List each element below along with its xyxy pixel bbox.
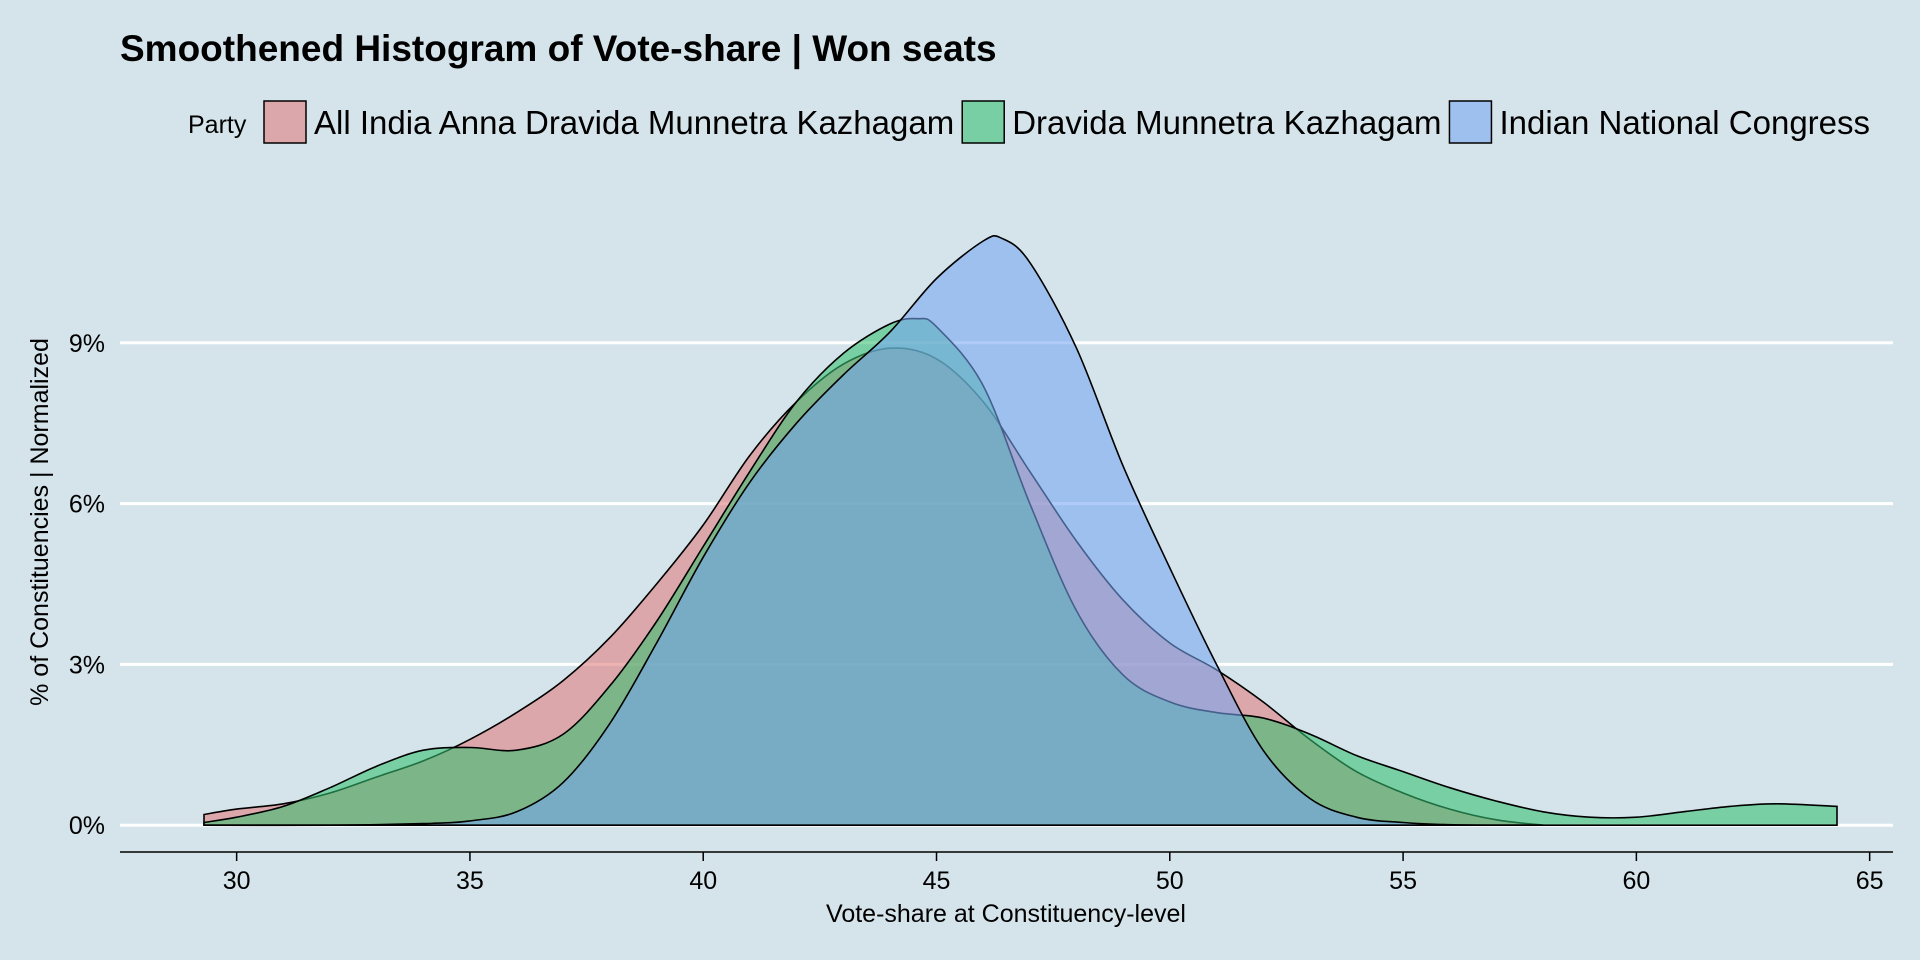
legend-label: Indian National Congress (1499, 104, 1870, 141)
legend-label: All India Anna Dravida Munnetra Kazhagam (314, 104, 954, 141)
x-tick-label: 45 (923, 867, 951, 895)
x-tick-label: 30 (223, 867, 251, 895)
legend-swatch (1448, 100, 1493, 144)
y-axis-label: % of Constituencies | Normalized (26, 338, 54, 706)
x-tick-label: 50 (1156, 867, 1184, 895)
x-tick-label: 35 (456, 867, 484, 895)
legend: Party All India Anna Dravida Munnetra Ka… (188, 100, 1870, 144)
legend-items: All India Anna Dravida Munnetra Kazhagam… (263, 100, 1870, 144)
legend-item: Dravida Munnetra Kazhagam (961, 100, 1441, 144)
x-tick-label: 40 (689, 867, 717, 895)
y-tick-label: 6% (69, 491, 105, 519)
legend-swatch (263, 100, 307, 144)
legend-title: Party (188, 111, 247, 139)
x-tick-label: 65 (1856, 867, 1884, 895)
chart-title: Smoothened Histogram of Vote-share | Won… (120, 28, 997, 70)
y-tick-label: 9% (69, 330, 105, 358)
legend-item: All India Anna Dravida Munnetra Kazhagam (263, 100, 954, 144)
x-tick-label: 60 (1622, 867, 1650, 895)
y-tick-label: 0% (69, 812, 105, 840)
legend-label: Dravida Munnetra Kazhagam (1012, 104, 1441, 141)
density-areas (203, 234, 1838, 827)
legend-swatch (961, 100, 1005, 144)
x-tick-label: 55 (1389, 867, 1417, 895)
legend-item: Indian National Congress (1448, 100, 1870, 144)
density-area-series-3 (203, 234, 1544, 827)
y-tick-label: 3% (69, 651, 105, 679)
x-axis-label: Vote-share at Constituency-level (826, 900, 1186, 928)
axes: 0% 3% 6% 9% 30 35 40 45 50 55 60 65 (69, 330, 1893, 895)
